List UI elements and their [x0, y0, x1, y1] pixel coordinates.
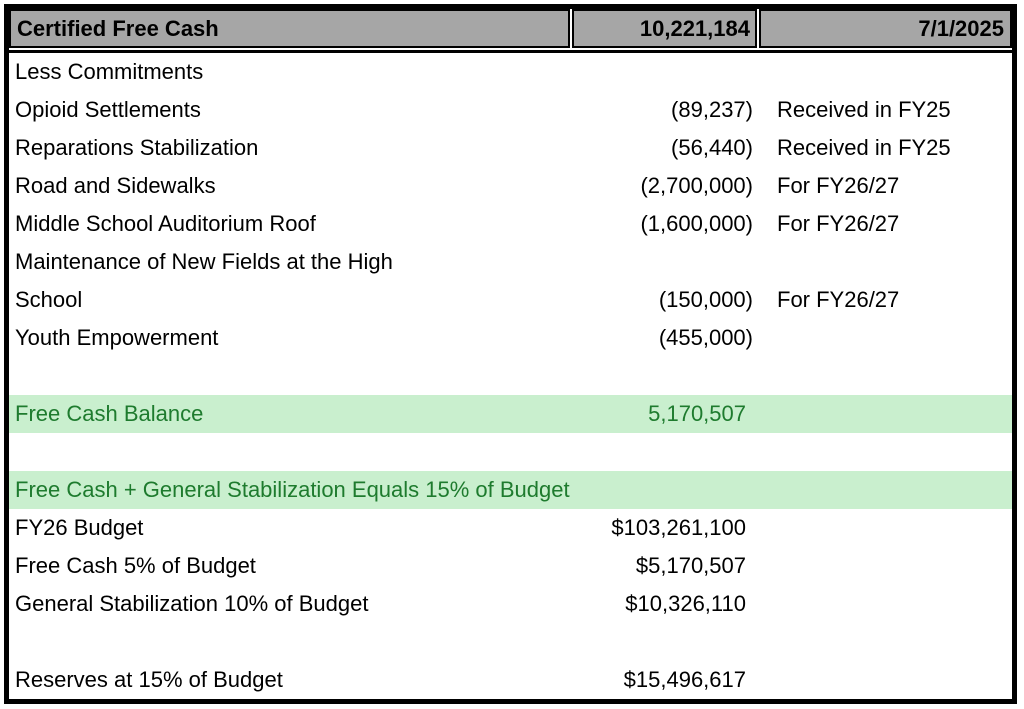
row-note: For FY26/27: [777, 211, 900, 236]
highlight-row: Free Cash Balance 5,170,507: [9, 395, 1012, 433]
row-label: Middle School Auditorium Roof: [15, 211, 316, 236]
row-note: [758, 357, 1012, 395]
table-row: Opioid Settlements (89,237) Received in FY…: [9, 91, 1012, 129]
row-value: [571, 357, 758, 395]
certification-date: 7/1/2025: [918, 15, 1004, 41]
row-note: [758, 319, 1012, 357]
row-note: For FY26/27: [777, 287, 900, 312]
row-note: [758, 623, 1012, 661]
row-value: (1,600,000): [640, 211, 753, 236]
header-title-cell: Certified Free Cash: [9, 9, 570, 48]
row-label: Road and Sidewalks: [15, 173, 216, 198]
row-value: [571, 471, 758, 509]
row-value: (455,000): [658, 325, 753, 350]
row-note: [758, 53, 1012, 91]
row-label: Free Cash 5% of Budget: [15, 553, 256, 578]
row-value: $10,326,110: [625, 591, 746, 616]
free-cash-table: Certified Free Cash 10,221,184 7/1/2025 …: [4, 4, 1017, 704]
table-header-row: Certified Free Cash 10,221,184 7/1/2025: [9, 9, 1012, 48]
table-row: Road and Sidewalks (2,700,000) For FY26/27: [9, 167, 1012, 205]
table-title: Certified Free Cash: [17, 15, 219, 41]
row-note: Received in FY25: [777, 97, 951, 122]
header-amount-cell: 10,221,184: [572, 9, 757, 48]
row-value: (2,700,000): [640, 173, 753, 198]
banner-row: Free Cash + General Stabilization Equals…: [9, 471, 1012, 509]
table-row: Reparations Stabilization (56,440) Receive…: [9, 129, 1012, 167]
row-label: Youth Empowerment: [15, 325, 219, 350]
row-note: For FY26/27: [777, 173, 900, 198]
row-note: Received in FY25: [777, 135, 951, 160]
row-label: [9, 433, 571, 471]
row-label: Reparations Stabilization: [15, 135, 259, 160]
row-label: [9, 357, 571, 395]
row-note: [758, 661, 1012, 699]
row-label: FY26 Budget: [15, 515, 144, 540]
row-label: Less Commitments: [15, 59, 204, 84]
table-row: Reserves at 15% of Budget $15,496,617: [9, 661, 1012, 699]
row-label: Free Cash + General Stabilization Equals…: [15, 477, 570, 502]
table-row: [9, 433, 1012, 471]
table-rows: Less Commitments Opioid Settlements (89,23…: [9, 53, 1012, 699]
row-note: [758, 433, 1012, 471]
certified-amount: 10,221,184: [639, 15, 750, 41]
table-row: Less Commitments: [9, 53, 1012, 91]
table-row: General Stabilization 10% of Budget $10,3…: [9, 585, 1012, 623]
row-label: General Stabilization 10% of Budget: [15, 591, 369, 616]
row-note: [758, 585, 1012, 623]
row-value: [571, 53, 758, 91]
row-note: [758, 395, 1012, 433]
row-label-line: School: [15, 287, 83, 312]
row-label: Free Cash Balance: [15, 401, 204, 426]
header-date-cell: 7/1/2025: [759, 9, 1012, 48]
row-value: [571, 433, 758, 471]
row-value: $15,496,617: [623, 667, 746, 692]
row-value: $5,170,507: [635, 553, 746, 578]
row-value: (150,000): [658, 287, 753, 312]
row-note: [758, 547, 1012, 585]
table-row: Free Cash 5% of Budget $5,170,507: [9, 547, 1012, 585]
row-value: (89,237): [671, 97, 753, 122]
row-note: [758, 471, 1012, 509]
row-label-line: Maintenance of New Fields at the High: [15, 249, 393, 274]
table-row: Youth Empowerment (455,000): [9, 319, 1012, 357]
table-row: FY26 Budget $103,261,100: [9, 509, 1012, 547]
table-row: Maintenance of New Fields at the High Sch…: [9, 243, 1012, 319]
row-label: Reserves at 15% of Budget: [15, 667, 283, 692]
row-note: [758, 509, 1012, 547]
row-label: Maintenance of New Fields at the High Sch…: [9, 243, 571, 319]
table-row: [9, 623, 1012, 661]
row-label: [9, 623, 571, 661]
row-value: $103,261,100: [611, 515, 746, 540]
header-divider: [9, 48, 1012, 53]
row-value: (56,440): [671, 135, 753, 160]
row-value: 5,170,507: [648, 401, 746, 426]
row-label: Opioid Settlements: [15, 97, 201, 122]
table-row: [9, 357, 1012, 395]
row-value: [571, 623, 758, 661]
table-row: Middle School Auditorium Roof (1,600,000)…: [9, 205, 1012, 243]
